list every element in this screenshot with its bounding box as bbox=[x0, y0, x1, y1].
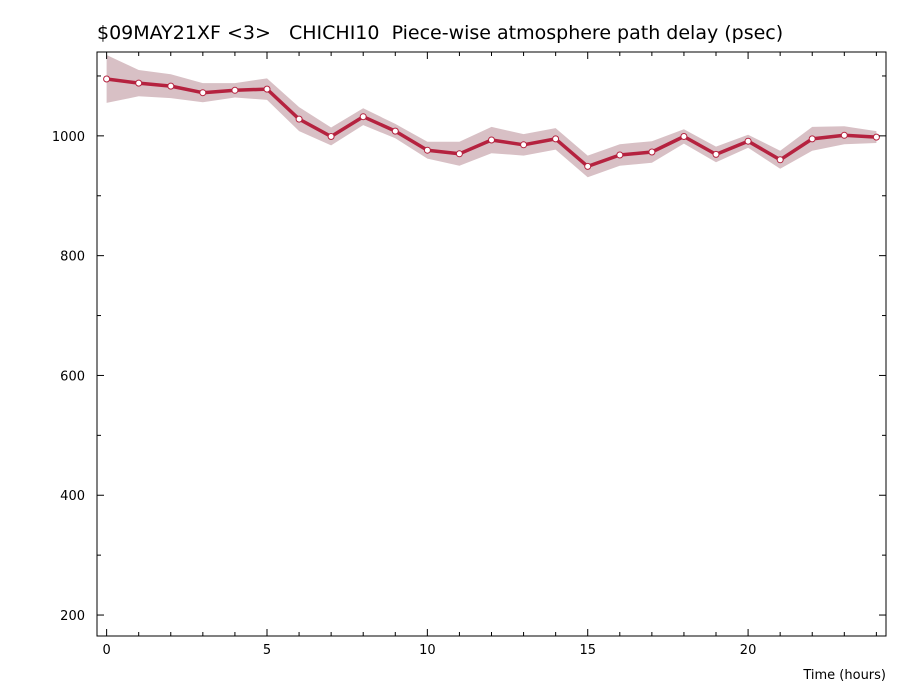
y-tick-label: 600 bbox=[60, 369, 85, 384]
data-point bbox=[103, 75, 111, 83]
data-point bbox=[552, 135, 560, 143]
data-point bbox=[584, 162, 592, 170]
data-point bbox=[135, 79, 143, 87]
y-tick-label: 400 bbox=[60, 489, 85, 504]
data-point bbox=[872, 133, 880, 141]
data-point bbox=[263, 85, 271, 93]
data-point bbox=[744, 137, 752, 145]
data-point bbox=[231, 86, 239, 94]
data-point bbox=[520, 141, 528, 149]
x-tick-label: 10 bbox=[419, 643, 436, 658]
x-tick-label: 15 bbox=[579, 643, 596, 658]
data-point bbox=[295, 115, 303, 123]
data-point bbox=[712, 150, 720, 158]
plot-area bbox=[103, 55, 880, 178]
data-point bbox=[199, 89, 207, 97]
y-tick-label: 800 bbox=[60, 250, 85, 265]
y-tick-label: 200 bbox=[60, 609, 85, 624]
data-point bbox=[327, 133, 335, 140]
data-point bbox=[359, 113, 367, 121]
x-tick-label: 20 bbox=[740, 643, 757, 658]
data-point bbox=[648, 148, 656, 156]
data-point bbox=[488, 136, 495, 144]
x-tick-label: 0 bbox=[102, 643, 110, 658]
error-band bbox=[106, 55, 877, 178]
data-point bbox=[808, 135, 816, 143]
data-point bbox=[455, 150, 463, 158]
data-point bbox=[840, 131, 848, 139]
chart-title: $09MAY21XF <3> CHICHI10 Piece-wise atmos… bbox=[97, 22, 783, 44]
x-axis-label: Time (hours) bbox=[802, 668, 886, 683]
data-point bbox=[167, 82, 175, 90]
axes: 0 5 10 15 20 200 400 600 800 1000 bbox=[52, 51, 887, 658]
y-tick-label: 1000 bbox=[52, 130, 85, 145]
data-point bbox=[680, 133, 688, 140]
data-point bbox=[616, 151, 624, 159]
data-point bbox=[391, 127, 399, 135]
data-point bbox=[423, 146, 431, 154]
x-tick-label: 5 bbox=[263, 643, 271, 658]
data-point bbox=[776, 156, 784, 164]
